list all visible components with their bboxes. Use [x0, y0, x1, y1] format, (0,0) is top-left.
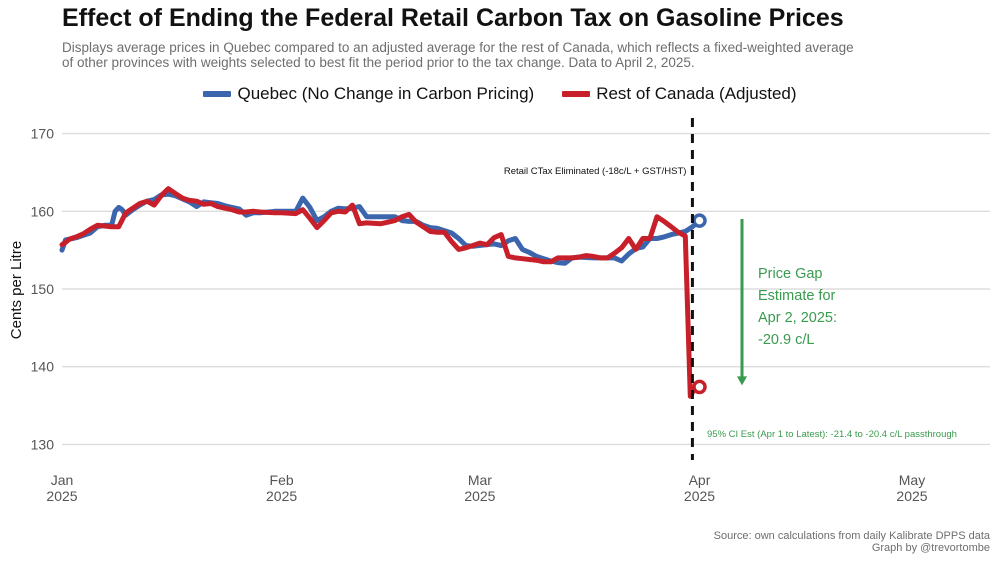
- legend-item-quebec: Quebec (No Change in Carbon Pricing): [203, 84, 534, 104]
- price-gap-arrowhead: [737, 376, 747, 386]
- x-tick-month-jan: Jan: [51, 472, 74, 488]
- x-tick-month-may: May: [899, 472, 925, 488]
- roc-price-line: [59, 186, 702, 399]
- price-gap-label: Price Gap Estimate for Apr 2, 2025: -20.…: [758, 266, 841, 348]
- price-gap-line-3: Apr 2, 2025:: [758, 310, 837, 326]
- x-tick-year-jan: 2025: [46, 488, 77, 504]
- chart-title: Effect of Ending the Federal Retail Carb…: [62, 4, 844, 32]
- source-text: Source: own calculations from daily Kali…: [713, 530, 990, 542]
- x-tick-year-apr: 2025: [684, 488, 715, 504]
- chart-subtitle: Displays average prices in Quebec compar…: [62, 40, 854, 70]
- x-tick-month-apr: Apr: [689, 472, 711, 488]
- y-tick-label-140: 140: [31, 359, 55, 375]
- x-tick-month-feb: Feb: [270, 472, 294, 488]
- legend-label-roc: Rest of Canada (Adjusted): [596, 84, 797, 103]
- y-axis-label: Cents per Litre: [8, 241, 25, 339]
- source-note: Source: own calculations from daily Kali…: [714, 530, 990, 554]
- policy-change-label: Retail CTax Eliminated (-18c/L + GST/HST…: [504, 166, 687, 177]
- price-gap-line-2: Estimate for: [758, 288, 836, 304]
- legend-item-roc: Rest of Canada (Adjusted): [562, 84, 797, 104]
- legend-label-quebec: Quebec (No Change in Carbon Pricing): [237, 84, 535, 103]
- series-lines: [59, 186, 707, 399]
- y-tick-label-160: 160: [31, 203, 55, 219]
- x-tick-year-feb: 2025: [266, 488, 297, 504]
- x-tick-year-may: 2025: [896, 488, 927, 504]
- legend-swatch-quebec: [203, 91, 232, 97]
- y-tick-label-130: 130: [31, 436, 55, 452]
- x-tick-month-mar: Mar: [468, 472, 492, 488]
- annotations: Retail CTax Eliminated (-18c/L + GST/HST…: [504, 118, 957, 460]
- x-tick-year-mar: 2025: [464, 488, 495, 504]
- roc-endpoint-marker: [692, 379, 707, 395]
- y-axis: Cents per Litre 130 140 150 160 170: [8, 126, 54, 453]
- y-tick-label-170: 170: [31, 126, 55, 142]
- confidence-interval-label: 95% CI Est (Apr 1 to Latest): -21.4 to -…: [707, 429, 957, 440]
- price-gap-line-1: Price Gap: [758, 266, 822, 282]
- legend: Quebec (No Change in Carbon Pricing) Res…: [0, 84, 1000, 104]
- gridlines: [62, 132, 990, 446]
- price-gap-line-4: -20.9 c/L: [758, 332, 814, 348]
- y-tick-label-150: 150: [31, 281, 55, 297]
- credit-text: Graph by @trevortombe: [871, 542, 990, 554]
- legend-swatch-roc: [562, 91, 591, 97]
- quebec-endpoint-marker: [692, 213, 707, 228]
